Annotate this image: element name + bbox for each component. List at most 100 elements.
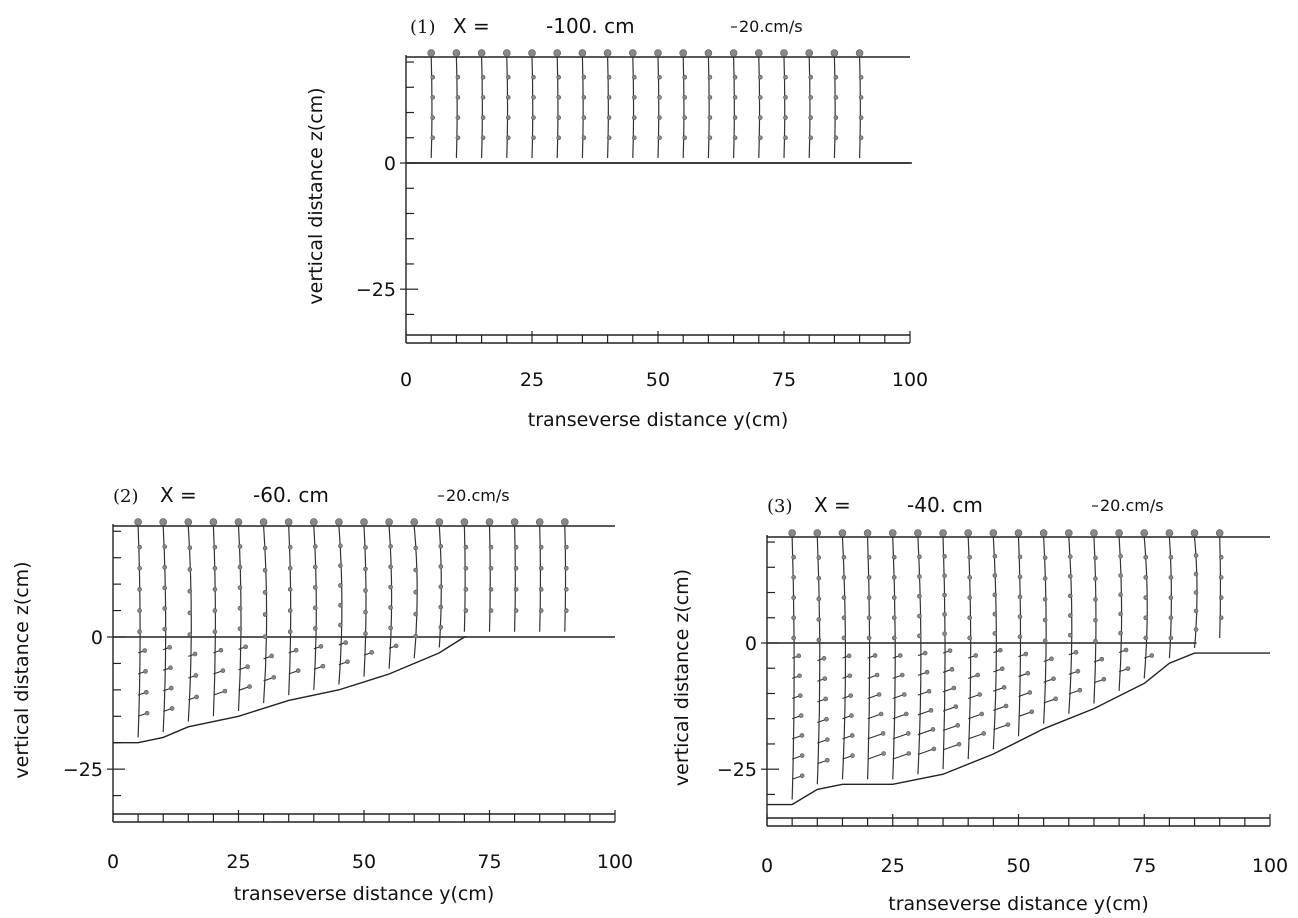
surface-point — [184, 518, 193, 526]
vector-tip — [682, 135, 688, 141]
vector-tip — [841, 554, 847, 560]
vector-tip — [824, 716, 829, 722]
vector-tip — [237, 544, 243, 549]
vector-tip — [505, 95, 511, 100]
surface-point — [805, 49, 814, 57]
vector-tip — [1017, 634, 1023, 639]
vector-tip — [168, 665, 173, 671]
surface-point — [360, 518, 368, 526]
vector-tip — [193, 673, 199, 678]
vector-tip — [212, 587, 218, 592]
x-tick-label: 50 — [1006, 855, 1030, 877]
vector-tip — [979, 711, 985, 717]
vector-tip — [981, 731, 987, 736]
velocity-profile — [632, 56, 635, 158]
vector-tip — [796, 653, 802, 659]
vector-tip — [245, 664, 250, 670]
vector-tip — [992, 553, 998, 559]
x-tick-label: 100 — [1252, 855, 1288, 877]
vector-tip — [513, 565, 519, 571]
vector-tip — [1118, 630, 1123, 636]
vector-tip — [363, 545, 368, 550]
velocity-profile — [1219, 536, 1222, 638]
surface-point — [603, 49, 612, 57]
velocity-vector — [867, 713, 882, 720]
surface-point — [780, 49, 788, 57]
vector-tip — [922, 650, 928, 656]
vector-tip — [287, 544, 293, 550]
vector-tip — [312, 544, 318, 549]
vector-tip — [606, 115, 612, 120]
vector-tip — [363, 609, 368, 615]
vector-tip — [1023, 651, 1029, 657]
vector-tip — [295, 668, 301, 673]
surface-point — [435, 518, 444, 526]
vector-tip — [783, 95, 788, 100]
velocity-vector — [993, 724, 1009, 731]
vector-tip — [707, 135, 713, 141]
vector-tip — [1143, 575, 1149, 580]
x-tick-label: 75 — [1132, 855, 1156, 877]
vector-tip — [833, 95, 839, 100]
vector-tip — [1193, 590, 1199, 595]
panel-2: 0 −25 0 25 50 75 100 transeverse distance y(cm)… — [11, 483, 633, 905]
vector-tip — [438, 604, 444, 610]
surface-point — [528, 49, 536, 57]
vector-tip — [931, 746, 937, 752]
vector-tip — [1101, 676, 1107, 682]
vector-tip — [531, 115, 536, 120]
vector-tip — [930, 727, 936, 732]
vector-tip — [866, 575, 872, 580]
vector-tip — [917, 574, 922, 579]
vector-tip — [262, 590, 268, 595]
vector-tip — [881, 751, 886, 756]
vector-tip — [388, 564, 393, 570]
vector-tip — [901, 692, 907, 697]
vector-tip — [1017, 554, 1023, 560]
vector-tip — [858, 115, 864, 120]
vector-tip — [757, 135, 763, 141]
vector-tip — [581, 95, 587, 100]
surface-point — [410, 518, 419, 526]
vector-tip — [1125, 666, 1131, 671]
vector-tip — [1025, 671, 1031, 676]
velocity-profile — [682, 56, 685, 158]
vector-tip — [1168, 595, 1174, 600]
vector-tip — [237, 585, 243, 590]
vector-tip — [212, 565, 218, 571]
velocity-vector — [942, 743, 960, 751]
vector-tip — [858, 95, 864, 100]
vector-tip — [187, 567, 193, 572]
vector-tip — [823, 696, 828, 702]
vector-tip — [363, 631, 368, 636]
velocity-profile — [841, 536, 847, 780]
vector-tip — [891, 554, 897, 560]
vector-tip — [906, 751, 912, 756]
vector-tip — [531, 135, 536, 141]
vector-tip — [847, 673, 853, 679]
vector-tip — [1168, 554, 1174, 560]
vector-tip — [657, 95, 662, 100]
velocity-profile — [783, 56, 786, 158]
vector-tip — [556, 74, 562, 80]
vector-tip — [430, 135, 436, 141]
vector-tip — [243, 644, 248, 650]
vector-tip — [212, 608, 218, 613]
x-tick-label: 25 — [520, 369, 544, 391]
vector-tip — [1042, 596, 1048, 602]
vector-tip — [866, 635, 872, 641]
velocity-profile — [1143, 536, 1148, 679]
vector-tip — [631, 95, 637, 100]
vector-tip — [142, 648, 147, 653]
panel-number: (1) — [410, 17, 436, 38]
vector-tip — [850, 753, 855, 758]
x-tick-label: 50 — [352, 851, 376, 873]
vector-tip — [505, 115, 511, 120]
vector-tip — [841, 595, 847, 600]
title-value: -100. cm — [546, 14, 635, 38]
vector-tip — [162, 606, 167, 611]
vector-tip — [430, 74, 436, 80]
velocity-profile — [791, 536, 795, 800]
vector-tip — [822, 676, 828, 681]
